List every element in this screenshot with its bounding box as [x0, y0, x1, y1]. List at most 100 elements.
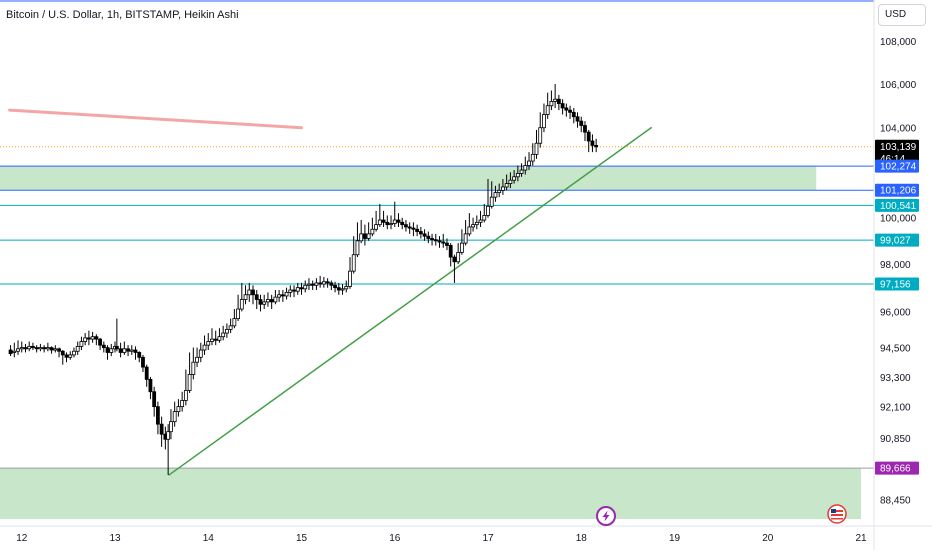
candle-body-7 [34, 347, 39, 350]
y-tick-label-4: 98,000 [880, 260, 911, 271]
candle-body-71 [269, 299, 274, 303]
time-axis[interactable]: 12 13 14 15 16 17 18 19 20 21 [16, 533, 867, 544]
y-tick-label-6: 94,500 [880, 344, 911, 355]
candle-body-87 [329, 282, 334, 286]
candle-body-100 [377, 219, 382, 226]
candle-body-67 [254, 294, 259, 300]
candle-body-96 [363, 233, 367, 239]
support-zone-0 [0, 166, 817, 191]
candle-body-82 [310, 283, 315, 286]
candle-body-79 [299, 287, 304, 290]
lightning-icon[interactable] [596, 506, 616, 526]
candle-body-113 [426, 235, 431, 239]
candle-body-27 [109, 348, 114, 353]
candle-body-36 [141, 356, 145, 368]
candle-body-106 [400, 221, 405, 226]
event-icons[interactable] [596, 504, 847, 526]
resistance-trendline [8, 108, 303, 130]
candle-body-8 [38, 347, 43, 350]
candle-body-68 [258, 299, 263, 305]
candle-body-6 [31, 345, 35, 348]
candle-body-26 [105, 347, 110, 353]
candle-body-31 [122, 348, 127, 353]
candle-body-158 [594, 145, 599, 148]
candle-body-56 [213, 338, 218, 341]
candle-body-39 [152, 391, 157, 408]
candle-body-97 [366, 233, 371, 239]
candle-body-118 [445, 242, 449, 246]
candle-body-148 [556, 98, 561, 104]
candle-body-137 [515, 173, 520, 178]
candle-body-54 [206, 341, 211, 346]
price-label-1: 102,274 [880, 162, 917, 173]
candle-body-155 [583, 125, 587, 133]
candle-body-107 [404, 224, 408, 228]
candle-body-4 [23, 347, 28, 350]
y-tick-label-2: 104,000 [880, 124, 917, 135]
candle-body-35 [137, 352, 142, 358]
candle-body-128 [482, 215, 487, 221]
candle-body-16 [68, 354, 73, 358]
candle-body-65 [247, 289, 252, 296]
candle-body-126 [474, 221, 479, 226]
candle-body-133 [501, 186, 505, 191]
candle-body-57 [217, 336, 222, 341]
candle-body-119 [448, 245, 453, 258]
x-tick-label-0: 12 [16, 533, 28, 544]
candle-body-29 [114, 345, 119, 350]
candle-body-59 [224, 329, 229, 334]
candle-body-83 [314, 282, 319, 286]
y-tick-label-8: 92,100 [880, 403, 911, 414]
candle-body-90 [340, 288, 345, 291]
candle-body-147 [553, 98, 558, 102]
y-tick-label-1: 106,000 [880, 80, 917, 91]
candle-body-33 [129, 349, 134, 352]
candle-body-112 [422, 233, 427, 237]
candle-body-81 [307, 283, 311, 286]
candle-body-22 [90, 336, 95, 340]
candle-body-156 [586, 131, 591, 142]
candle-body-138 [519, 169, 524, 174]
candle-body-73 [277, 294, 282, 298]
candle-body-131 [493, 192, 498, 198]
candle-body-24 [98, 338, 102, 346]
zones-layer [0, 166, 861, 519]
candle-body-134 [504, 183, 509, 188]
price-label-2: 101,206 [880, 186, 917, 197]
price-axis[interactable]: 108,000 106,000 104,000 100,000 98,000 96,000… [880, 37, 917, 506]
horizontal-lines-layer [0, 146, 874, 469]
candle-body-10 [45, 347, 50, 350]
candle-body-153 [575, 116, 580, 122]
candle-body-14 [60, 350, 65, 356]
candles-layer [8, 84, 599, 475]
candle-body-38 [148, 378, 153, 393]
candle-body-21 [86, 337, 91, 340]
chart-title: Bitcoin / U.S. Dollar, 1h, BITSTAMP, Hei… [6, 9, 239, 21]
candle-body-94 [355, 240, 360, 256]
candle-body-127 [478, 219, 483, 223]
candle-body-11 [49, 347, 54, 351]
candle-body-75 [284, 291, 289, 297]
candle-body-60 [228, 325, 233, 330]
candle-body-91 [344, 286, 349, 290]
candle-body-69 [262, 301, 267, 305]
candle-body-23 [94, 336, 99, 340]
candle-body-5 [27, 345, 32, 350]
candle-body-129 [486, 205, 490, 216]
us-flag-icon[interactable] [827, 504, 847, 524]
candle-body-135 [508, 179, 513, 184]
currency-button[interactable]: USD [878, 4, 926, 26]
candle-body-125 [471, 224, 475, 228]
candle-body-103 [389, 223, 393, 226]
candle-body-144 [542, 114, 546, 129]
candle-body-116 [437, 240, 442, 243]
x-tick-label-2: 14 [203, 533, 215, 544]
candle-body-110 [415, 228, 420, 232]
candle-body-50 [191, 361, 196, 375]
price-label-0: 103,139 [880, 142, 917, 153]
candle-body-84 [318, 282, 323, 285]
candle-body-149 [560, 103, 565, 109]
